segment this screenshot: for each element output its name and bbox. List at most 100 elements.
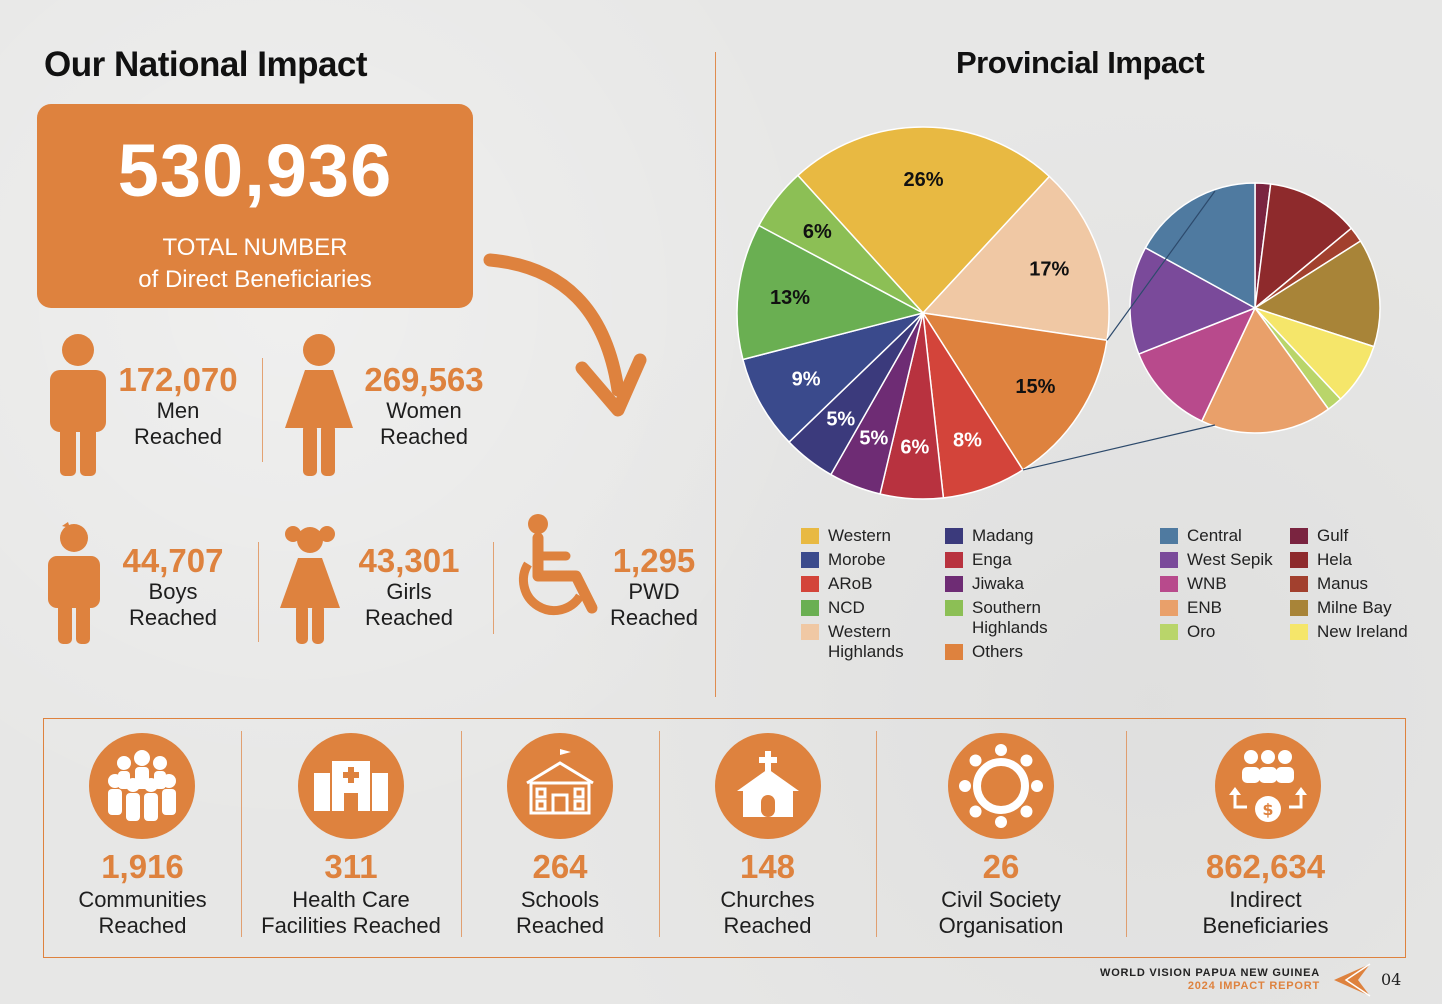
pie-slice-western-highlands <box>921 175 1110 342</box>
health-care-label-2: Facilities Reached <box>261 913 441 938</box>
churches-label-2: Reached <box>723 913 812 938</box>
schools-stat: 264 Schools Reached <box>461 719 659 957</box>
pie-label-others: 15% <box>1015 376 1055 398</box>
legend-label: Western Highlands <box>828 622 904 661</box>
men-stat: 172,070 Men Reached <box>112 362 244 450</box>
pie-label-enga: 6% <box>900 437 929 459</box>
circle-people-icon <box>948 733 1054 839</box>
wheelchair-icon <box>519 514 598 616</box>
pie-label-western-highlands: 17% <box>1029 259 1069 281</box>
footer-org: WORLD VISION PAPUA NEW GUINEA <box>1100 967 1320 979</box>
communities-number: 1,916 <box>101 848 184 885</box>
person-head <box>969 805 982 818</box>
civil-society-label-1: Civil Society <box>941 887 1061 912</box>
legend-label: Western <box>828 526 891 545</box>
legend-swatch <box>801 624 819 640</box>
sub-pie-slice-central <box>1144 182 1256 310</box>
women-label: Women <box>386 398 462 423</box>
svg-text:$: $ <box>1262 800 1273 819</box>
churches-number: 148 <box>739 848 796 885</box>
ring <box>973 758 1029 814</box>
boys-number: 44,707 <box>122 542 224 579</box>
person-head <box>995 816 1007 828</box>
girl-icon <box>280 526 340 644</box>
pie-slice-others <box>921 312 1108 471</box>
pie-label-morobe: 9% <box>792 368 821 390</box>
women-stat: 269,563 Women Reached <box>352 362 496 450</box>
churches-label-1: Churches <box>720 887 815 912</box>
sub-pie-slice-west-sepik <box>1129 246 1257 355</box>
sub-pie-slice-enb <box>1200 306 1330 434</box>
civil-society-stat: 26 Civil Society Organisation <box>876 719 1126 957</box>
legend-label: WNB <box>1187 574 1227 593</box>
legend-label: Madang <box>972 526 1034 545</box>
legend-swatch <box>1290 528 1308 544</box>
community-icon <box>89 733 195 839</box>
women-number: 269,563 <box>364 361 484 398</box>
girls-label-2: Reached <box>364 605 454 630</box>
civil-society-label-2: Organisation <box>938 913 1064 938</box>
churches-label: Churches Reached <box>659 887 876 939</box>
communities-label-2: Reached <box>98 913 187 938</box>
page-number: 04 <box>1381 970 1402 989</box>
legend-label: Manus <box>1317 574 1369 593</box>
boys-stat: 44,707 Boys Reached <box>108 543 238 631</box>
indirect-label-1: Indirect <box>1229 887 1302 912</box>
communities-stat: 1,916 Communities Reached <box>44 719 241 957</box>
legend-swatch <box>1160 576 1178 592</box>
woman-icon <box>285 334 353 476</box>
pie-label-arob: 8% <box>953 429 982 451</box>
men-label: Men <box>156 398 200 423</box>
person-head <box>959 780 971 792</box>
civil-society-number: 26 <box>982 848 1020 885</box>
person-head <box>969 754 982 767</box>
indirect-label-2: Beneficiaries <box>1202 913 1329 938</box>
communities-label: Communities Reached <box>44 887 241 939</box>
divider <box>461 731 462 937</box>
legend-swatch <box>801 600 819 616</box>
pie-slice-western <box>796 126 1051 315</box>
pwd-label: PWD <box>628 579 680 604</box>
legend-swatch <box>945 576 963 592</box>
pie-slice-southern-highlands <box>757 174 924 314</box>
legend-swatch <box>1290 600 1308 616</box>
legend-swatch <box>1290 576 1308 592</box>
girls-label: Girls <box>386 579 432 604</box>
indirect-label: Indirect Beneficiaries <box>1126 887 1405 939</box>
divider <box>258 542 259 642</box>
health-care-stat: 311 Health Care Facilities Reached <box>241 719 461 957</box>
girls-stat: 43,301 Girls Reached <box>346 543 472 631</box>
legend-label: NCD <box>828 598 865 617</box>
national-impact-title: Our National Impact <box>44 45 368 84</box>
women-label-2: Reached <box>379 424 469 449</box>
church-icon <box>715 733 821 839</box>
pwd-label-2: Reached <box>609 605 699 630</box>
indirect-number: 862,634 <box>1205 848 1326 885</box>
legend-swatch <box>801 552 819 568</box>
bottom-stats-box: 1,916 Communities Reached 311 Health Car… <box>43 718 1406 958</box>
legend-swatch <box>945 552 963 568</box>
legend-label: Southern Highlands <box>972 598 1048 637</box>
legend-swatch <box>801 576 819 592</box>
school-icon <box>507 733 613 839</box>
legend-label: Jiwaka <box>972 574 1024 593</box>
boys-label-2: Reached <box>128 605 218 630</box>
sub-pie-slice-wnb <box>1137 306 1257 423</box>
legend-label: Oro <box>1187 622 1216 641</box>
sub-pie-slice-hela <box>1254 183 1353 310</box>
legend-label: New Ireland <box>1317 622 1408 641</box>
churches-stat: 148 Churches Reached <box>659 719 876 957</box>
total-beneficiaries-box: 530,936 TOTAL NUMBER of Direct Beneficia… <box>37 104 473 308</box>
legend-swatch <box>945 644 963 660</box>
total-number: 530,936 <box>117 129 393 212</box>
total-label-line-2: of Direct Beneficiaries <box>138 266 372 293</box>
pie-label-western: 26% <box>904 169 944 191</box>
men-label-2: Reached <box>133 424 223 449</box>
provincial-pie-chart: 26%17%15%8%6%5%5%9%13%6% <box>736 126 1381 500</box>
pie-label-southern-highlands: 6% <box>803 221 832 243</box>
total-label-line-1: TOTAL NUMBER <box>162 234 348 261</box>
pie-slice-ncd <box>736 224 926 361</box>
legend-swatch <box>1290 552 1308 568</box>
total-label: TOTAL NUMBER of Direct Beneficiaries <box>37 232 473 296</box>
schools-number: 264 <box>532 848 588 885</box>
